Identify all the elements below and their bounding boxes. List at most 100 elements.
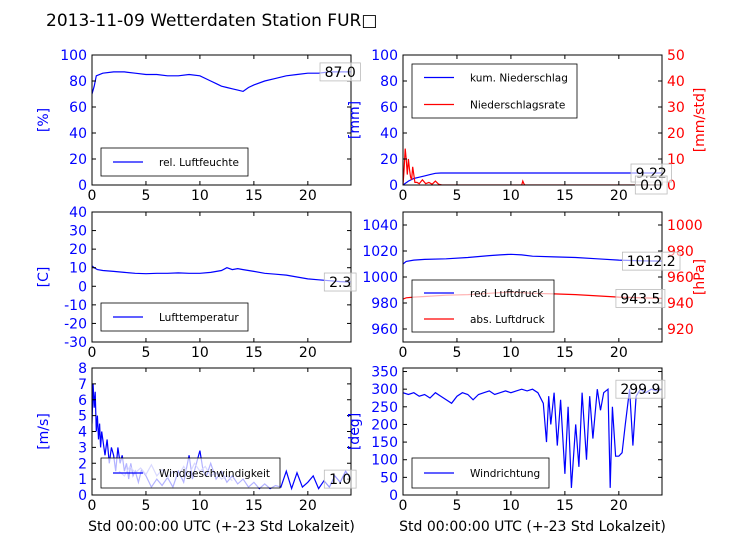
y-tick-label: 5 bbox=[78, 409, 87, 425]
y-tick-label: 80 bbox=[69, 74, 87, 90]
x-tick-label: 10 bbox=[191, 188, 209, 204]
series-line-pressure-0 bbox=[403, 253, 662, 265]
plot-frame-humidity bbox=[91, 54, 352, 186]
plot-frame-precip bbox=[402, 54, 663, 186]
x-tick-label: 0 bbox=[88, 345, 97, 361]
y-tick-label: 1000 bbox=[362, 270, 398, 286]
value-annotation: 87.0 bbox=[325, 65, 356, 81]
x-tick-label: 15 bbox=[245, 188, 263, 204]
legend-box-precip bbox=[411, 63, 578, 119]
y-tick-label: 7 bbox=[78, 377, 87, 393]
x-tick-label: 15 bbox=[556, 188, 574, 204]
value-annotation-box bbox=[323, 469, 357, 489]
legend-label: Windrichtung bbox=[470, 468, 540, 480]
legend-label: Niederschlagsrate bbox=[470, 100, 565, 112]
x-tick-label: 15 bbox=[245, 345, 263, 361]
plot-frame-wind_dir bbox=[402, 367, 663, 496]
series-line-wind_dir-0 bbox=[403, 387, 662, 488]
x-tick-label: 5 bbox=[141, 498, 150, 514]
y-tick-label: 20 bbox=[380, 152, 398, 168]
y-tick-label: 960 bbox=[371, 322, 398, 338]
x-tick-label: 10 bbox=[502, 345, 520, 361]
y-tick-label: 40 bbox=[380, 126, 398, 142]
y-tick-label: 0 bbox=[78, 488, 87, 504]
value-annotation-box bbox=[634, 175, 668, 195]
y2-tick-label: 1000 bbox=[667, 218, 703, 234]
series-line-precip-0 bbox=[403, 172, 662, 185]
x-tick-label: 5 bbox=[141, 188, 150, 204]
y2-axis-label: [hPa] bbox=[692, 259, 708, 295]
series-line-humidity-0 bbox=[92, 71, 351, 95]
y-axis-label: [C] bbox=[36, 267, 52, 288]
y-tick-label: 8 bbox=[78, 361, 87, 377]
y-tick-label: 0 bbox=[78, 178, 87, 194]
value-annotation-box bbox=[319, 62, 361, 82]
x-tick-label: 10 bbox=[191, 498, 209, 514]
x-tick-label: 20 bbox=[610, 498, 628, 514]
x-axis-label: Std 00:00:00 UTC (+-23 Std Lokalzeit) bbox=[88, 519, 355, 535]
figure-title: 2013-11-09 Wetterdaten Station FUR□ bbox=[46, 11, 377, 31]
y-tick-label: 40 bbox=[69, 205, 87, 221]
x-tick-label: 10 bbox=[502, 188, 520, 204]
value-annotation-box bbox=[615, 289, 666, 308]
x-tick-label: 0 bbox=[399, 345, 408, 361]
legend-label: kum. Niederschlag bbox=[470, 73, 568, 85]
y-tick-label: 0 bbox=[78, 279, 87, 295]
y-tick-label: 0 bbox=[389, 178, 398, 194]
y-tick-label: 100 bbox=[371, 453, 398, 469]
legend-label: rel. Luftfeuchte bbox=[159, 157, 239, 169]
y2-tick-label: 940 bbox=[667, 296, 694, 312]
x-tick-label: 0 bbox=[88, 498, 97, 514]
y2-tick-label: 0 bbox=[667, 178, 676, 194]
series-line-precip-1 bbox=[403, 148, 662, 185]
x-tick-label: 15 bbox=[245, 498, 263, 514]
legend-label: Windgeschwindigkeit bbox=[159, 468, 270, 480]
y-tick-label: 100 bbox=[60, 48, 87, 64]
y2-tick-label: 960 bbox=[667, 270, 694, 286]
y-axis-label: [m/s] bbox=[36, 413, 52, 450]
x-tick-label: 20 bbox=[299, 498, 317, 514]
y2-tick-label: 50 bbox=[667, 48, 685, 64]
panel-humidity: 0 5 10 15 20 0 20 40 60 80 100 [%] 87.0 rel. Luftfeuc… bbox=[36, 48, 361, 204]
y-tick-label: 0 bbox=[389, 488, 398, 504]
y-tick-label: -30 bbox=[64, 335, 87, 351]
y-tick-label: 1040 bbox=[362, 218, 398, 234]
y-tick-label: -10 bbox=[64, 298, 87, 314]
legend-label: abs. Luftdruck bbox=[470, 314, 546, 326]
value-annotation: 1.0 bbox=[329, 472, 351, 488]
value-annotation-box bbox=[622, 251, 681, 271]
y-tick-label: 200 bbox=[371, 417, 398, 433]
y2-tick-label: 920 bbox=[667, 322, 694, 338]
panel-temperature: 0 5 10 15 20 -30 -20 -10 0 10 20 30 40 [C] 2.3 Lufttemp… bbox=[36, 205, 357, 361]
y2-axis-label: [mm/std] bbox=[692, 88, 708, 153]
y-tick-label: 1020 bbox=[362, 244, 398, 260]
y-tick-label: 150 bbox=[371, 435, 398, 451]
x-tick-label: 20 bbox=[610, 345, 628, 361]
x-tick-label: 5 bbox=[452, 498, 461, 514]
y-tick-label: 4 bbox=[78, 425, 87, 441]
y-tick-label: 250 bbox=[371, 400, 398, 416]
y-tick-label: 20 bbox=[69, 152, 87, 168]
y-tick-label: 10 bbox=[69, 261, 87, 277]
x-tick-label: 20 bbox=[299, 188, 317, 204]
panel-pressure: 0510152096098010001020104092094096098010… bbox=[362, 211, 708, 361]
x-tick-label: 15 bbox=[556, 345, 574, 361]
x-tick-label: 0 bbox=[88, 188, 97, 204]
y-axis-label: [%] bbox=[36, 108, 52, 132]
x-tick-label: 10 bbox=[191, 345, 209, 361]
x-tick-label: 0 bbox=[399, 498, 408, 514]
value-annotation: 299.9 bbox=[620, 382, 660, 398]
y-tick-label: -20 bbox=[64, 316, 87, 332]
y-tick-label: 20 bbox=[69, 242, 87, 258]
x-tick-label: 5 bbox=[452, 188, 461, 204]
y-tick-label: 30 bbox=[69, 224, 87, 240]
legend-label: Lufttemperatur bbox=[159, 312, 239, 324]
x-tick-label: 5 bbox=[141, 345, 150, 361]
y-tick-label: 100 bbox=[371, 48, 398, 64]
value-annotation-box bbox=[615, 379, 666, 399]
y2-tick-label: 30 bbox=[667, 100, 685, 116]
